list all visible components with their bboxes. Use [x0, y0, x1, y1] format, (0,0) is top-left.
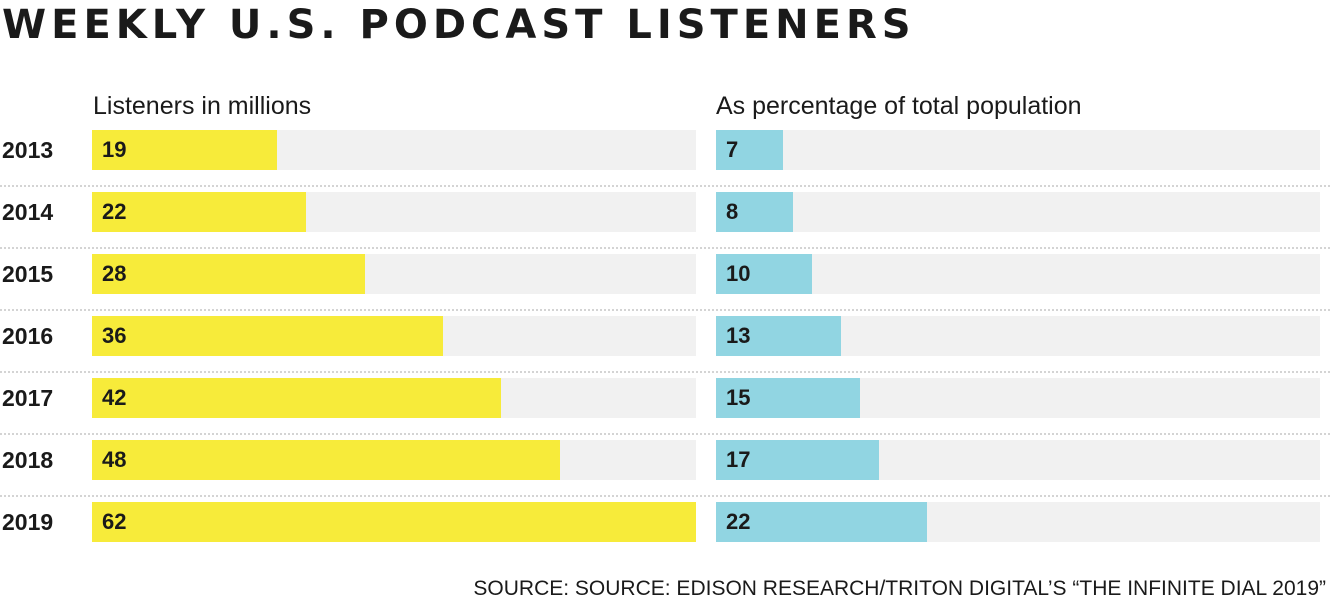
year-row-2014: 2014 22 8 — [0, 192, 1330, 254]
bar-rows: 2013 19 7 2014 22 8 2015 28 10 2016 36 13 2017 42 15 20… — [0, 130, 1330, 564]
year-row-2017: 2017 42 15 — [0, 378, 1330, 440]
percentage-value-label: 7 — [726, 137, 739, 162]
listeners-value-label: 22 — [102, 199, 127, 224]
listeners-bar — [92, 316, 443, 356]
listeners-bar — [92, 502, 696, 542]
listeners-bar-track: 22 — [92, 192, 696, 232]
listeners-value-label: 62 — [102, 509, 127, 534]
percentage-bar-track: 15 — [716, 378, 1320, 418]
percentage-value-label: 15 — [726, 385, 751, 410]
percentage-value-label: 13 — [726, 323, 751, 348]
percentage-bar-track: 13 — [716, 316, 1320, 356]
listeners-bar-track: 48 — [92, 440, 696, 480]
year-row-2018: 2018 48 17 — [0, 440, 1330, 502]
percentage-bar-track: 22 — [716, 502, 1320, 542]
year-label: 2013 — [2, 137, 54, 163]
year-row-2013: 2013 19 7 — [0, 130, 1330, 192]
listeners-bar-track: 42 — [92, 378, 696, 418]
year-label: 2019 — [2, 509, 54, 535]
percentage-bar-track: 17 — [716, 440, 1320, 480]
percentage-bar-track: 8 — [716, 192, 1320, 232]
listeners-value-label: 19 — [102, 137, 127, 162]
listeners-bar — [92, 192, 306, 232]
row-divider — [0, 371, 1330, 373]
listeners-bar-track: 28 — [92, 254, 696, 294]
year-label: 2016 — [2, 323, 54, 349]
year-row-2016: 2016 36 13 — [0, 316, 1330, 378]
percentage-bar-track: 7 — [716, 130, 1320, 170]
percentage-bar — [716, 440, 879, 480]
row-divider — [0, 247, 1330, 249]
source-note: SOURCE: SOURCE: EDISON RESEARCH/TRITON D… — [473, 577, 1326, 600]
percentage-bar — [716, 378, 860, 418]
percentage-value-label: 10 — [726, 261, 751, 286]
listeners-bar — [92, 130, 277, 170]
percentage-bar — [716, 502, 927, 542]
year-row-2019: 2019 62 22 — [0, 502, 1330, 564]
listeners-value-label: 48 — [102, 447, 127, 472]
listeners-bar-track: 19 — [92, 130, 696, 170]
listeners-bar-track: 62 — [92, 502, 696, 542]
listeners-bar — [92, 440, 560, 480]
year-label: 2015 — [2, 261, 54, 287]
percentage-value-label: 22 — [726, 509, 751, 534]
year-label: 2017 — [2, 385, 54, 411]
percentage-bar — [716, 316, 841, 356]
row-divider — [0, 433, 1330, 435]
year-label: 2014 — [2, 199, 54, 225]
percentage-panel-label: As percentage of total population — [716, 92, 1082, 120]
percentage-bar — [716, 192, 793, 232]
row-divider — [0, 309, 1330, 311]
listeners-bar — [92, 254, 365, 294]
chart-title: WEEKLY U.S. PODCAST LISTENERS — [2, 2, 916, 48]
listeners-value-label: 42 — [102, 385, 127, 410]
listeners-value-label: 28 — [102, 261, 127, 286]
listeners-bar-track: 36 — [92, 316, 696, 356]
row-divider — [0, 495, 1330, 497]
percentage-value-label: 8 — [726, 199, 739, 224]
listeners-value-label: 36 — [102, 323, 127, 348]
percentage-bar-track: 10 — [716, 254, 1320, 294]
year-label: 2018 — [2, 447, 54, 473]
year-row-2015: 2015 28 10 — [0, 254, 1330, 316]
listeners-bar — [92, 378, 501, 418]
percentage-value-label: 17 — [726, 447, 751, 472]
row-divider — [0, 185, 1330, 187]
percentage-bar — [716, 254, 812, 294]
listeners-panel-label: Listeners in millions — [93, 92, 312, 120]
percentage-bar — [716, 130, 783, 170]
